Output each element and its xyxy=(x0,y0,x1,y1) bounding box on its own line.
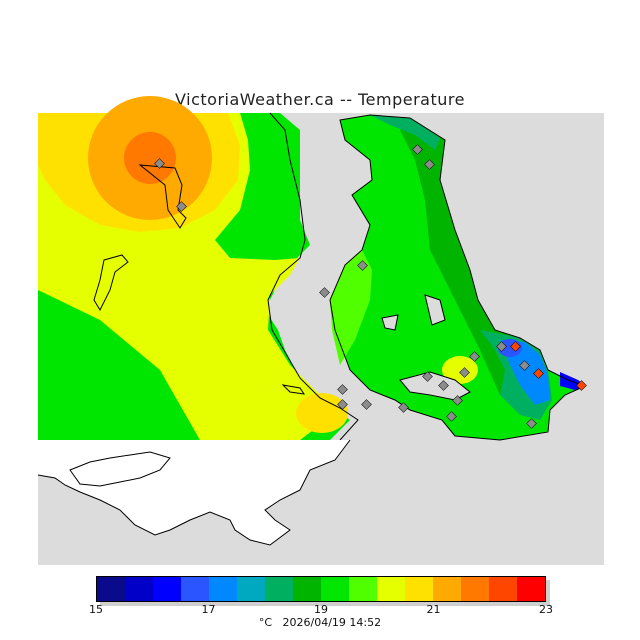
station-marker xyxy=(398,402,409,413)
legend-swatch xyxy=(405,577,433,601)
zone-green-east xyxy=(400,118,530,395)
station-marker xyxy=(526,418,537,429)
legend-swatch xyxy=(321,577,349,601)
coastline-south xyxy=(37,439,351,546)
station-marker xyxy=(424,159,435,170)
station-marker xyxy=(519,360,530,371)
timestamp: 2026/04/19 14:52 xyxy=(282,616,382,629)
legend-tick-label: 19 xyxy=(314,603,328,616)
legend-swatch xyxy=(377,577,405,601)
station-marker xyxy=(510,341,521,352)
map-footer: °C 2026/04/19 14:52 xyxy=(0,616,640,629)
legend-swatch xyxy=(461,577,489,601)
legend-swatch xyxy=(237,577,265,601)
legend-swatch xyxy=(181,577,209,601)
zone-lime-east xyxy=(330,250,372,365)
map-title: VictoriaWeather.ca -- Temperature xyxy=(175,90,465,109)
color-legend xyxy=(96,576,546,602)
station-marker xyxy=(533,368,544,379)
temperature-field-west xyxy=(38,96,350,440)
inlet-outline xyxy=(381,314,399,331)
inlet-outline xyxy=(399,371,471,401)
station-marker xyxy=(337,399,348,410)
legend-tick-label: 23 xyxy=(539,603,553,616)
legend-tick-label: 21 xyxy=(426,603,441,616)
legend-swatch xyxy=(293,577,321,601)
inlet-outline xyxy=(424,294,446,326)
legend-swatch xyxy=(489,577,517,601)
unit-label: °C xyxy=(258,616,273,629)
station-markers xyxy=(154,144,587,429)
station-marker xyxy=(361,399,372,410)
zone-teal-north xyxy=(370,115,440,150)
coastline-east xyxy=(329,114,587,441)
station-marker xyxy=(154,158,165,169)
station-marker xyxy=(422,371,433,382)
station-marker xyxy=(357,260,368,271)
temperature-field-east xyxy=(330,115,586,440)
station-marker xyxy=(176,201,187,212)
legend-swatch xyxy=(433,577,461,601)
island-outline xyxy=(281,384,306,395)
station-marker xyxy=(337,384,348,395)
legend-swatch xyxy=(97,577,125,601)
station-marker xyxy=(452,395,463,406)
station-marker xyxy=(496,341,507,352)
station-marker xyxy=(469,351,480,362)
legend-swatch xyxy=(125,577,153,601)
station-marker xyxy=(446,411,457,422)
coastline-south xyxy=(69,451,171,487)
legend-swatch xyxy=(209,577,237,601)
coastline-west xyxy=(267,112,359,441)
legend-tick-label: 15 xyxy=(89,603,103,616)
island-outline xyxy=(93,254,129,312)
station-marker xyxy=(576,380,587,391)
legend-swatch xyxy=(349,577,377,601)
legend-swatch xyxy=(265,577,293,601)
zone-yellow-east xyxy=(442,356,478,384)
legend-tick-label: 17 xyxy=(201,603,216,616)
zone-amber-south xyxy=(296,393,348,433)
station-marker xyxy=(319,287,330,298)
station-marker xyxy=(459,367,470,378)
zone-red-orange xyxy=(124,132,176,184)
coastline-inlet xyxy=(138,164,187,229)
temperature-map xyxy=(37,96,604,565)
no-data-land xyxy=(38,440,350,545)
legend-swatch xyxy=(517,577,545,601)
station-marker xyxy=(438,380,449,391)
legend-swatch xyxy=(153,577,181,601)
station-marker xyxy=(412,144,423,155)
